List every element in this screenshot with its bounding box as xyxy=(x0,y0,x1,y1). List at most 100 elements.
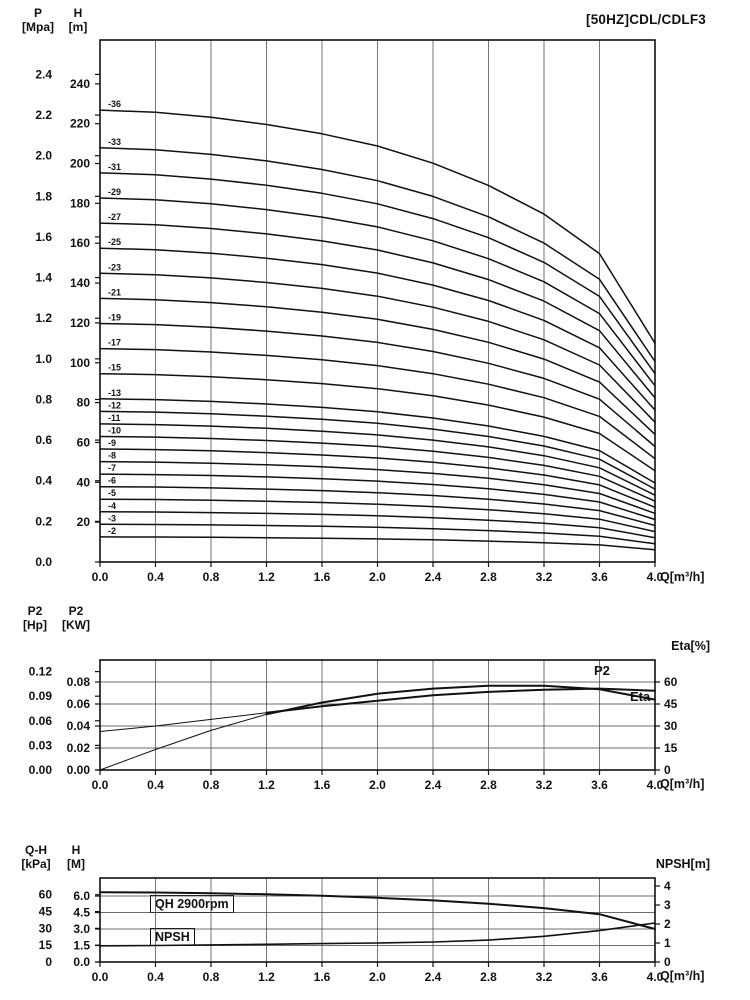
svg-text:3.6: 3.6 xyxy=(591,778,608,792)
svg-text:-19: -19 xyxy=(108,313,121,323)
svg-text:6.0: 6.0 xyxy=(73,889,90,903)
svg-text:1.6: 1.6 xyxy=(314,970,331,984)
svg-text:0.0: 0.0 xyxy=(73,955,90,969)
svg-text:80: 80 xyxy=(77,396,91,410)
svg-text:20: 20 xyxy=(77,515,91,529)
svg-text:-25: -25 xyxy=(108,237,121,247)
svg-text:220: 220 xyxy=(70,117,90,131)
svg-text:1.5: 1.5 xyxy=(73,939,90,953)
svg-text:2.2: 2.2 xyxy=(35,108,52,122)
svg-text:100: 100 xyxy=(70,356,90,370)
power-hp-axis-unit: [Hp] xyxy=(23,618,47,632)
power-hp-axis-title: P2 [Hp] xyxy=(14,604,56,632)
svg-text:2.0: 2.0 xyxy=(369,778,386,792)
svg-text:3.6: 3.6 xyxy=(591,970,608,984)
flow-unit-label-middle: Q[m³/h] xyxy=(660,777,705,791)
svg-text:2.4: 2.4 xyxy=(35,67,52,81)
head-m-axis-unit: [M] xyxy=(67,857,85,871)
svg-text:140: 140 xyxy=(70,276,90,290)
svg-text:0.0: 0.0 xyxy=(92,970,109,984)
svg-text:180: 180 xyxy=(70,196,90,210)
svg-text:30: 30 xyxy=(664,719,678,733)
svg-text:120: 120 xyxy=(70,316,90,330)
flow-unit-label-top: Q[m³/h] xyxy=(660,570,705,584)
svg-text:0.0: 0.0 xyxy=(92,778,109,792)
svg-text:2.8: 2.8 xyxy=(480,570,497,584)
svg-text:0.03: 0.03 xyxy=(29,738,53,752)
svg-text:1.4: 1.4 xyxy=(35,271,52,285)
svg-text:1.6: 1.6 xyxy=(35,230,52,244)
svg-text:0.00: 0.00 xyxy=(29,763,53,777)
svg-text:-15: -15 xyxy=(108,363,121,373)
eta-axis-title: Eta[%] xyxy=(671,639,710,653)
svg-text:-17: -17 xyxy=(108,338,121,348)
svg-text:3.6: 3.6 xyxy=(591,570,608,584)
svg-text:0.6: 0.6 xyxy=(35,433,52,447)
pressure-axis-unit: [Mpa] xyxy=(22,20,54,34)
svg-text:4: 4 xyxy=(664,879,671,893)
p2-curve-label: P2 xyxy=(594,663,610,678)
svg-text:-31: -31 xyxy=(108,162,121,172)
svg-text:0: 0 xyxy=(45,955,52,969)
svg-text:4.0: 4.0 xyxy=(647,570,664,584)
svg-text:0.06: 0.06 xyxy=(29,714,53,728)
svg-text:1.2: 1.2 xyxy=(258,570,275,584)
svg-text:0.00: 0.00 xyxy=(67,763,91,777)
chart-title: [50HZ]CDL/CDLF3 xyxy=(586,12,706,27)
svg-text:-12: -12 xyxy=(108,400,121,410)
svg-text:0.04: 0.04 xyxy=(67,719,91,733)
head-axis-title: H [m] xyxy=(60,6,96,34)
svg-text:3.2: 3.2 xyxy=(536,570,553,584)
svg-text:1.6: 1.6 xyxy=(314,570,331,584)
head-axis-label: H xyxy=(73,6,83,20)
head-m-axis-label: H xyxy=(71,843,81,857)
svg-text:2.4: 2.4 xyxy=(425,570,442,584)
svg-text:-29: -29 xyxy=(108,187,121,197)
svg-text:-4: -4 xyxy=(108,501,116,511)
svg-text:15: 15 xyxy=(664,741,678,755)
svg-text:2.8: 2.8 xyxy=(480,778,497,792)
svg-text:-8: -8 xyxy=(108,451,116,461)
svg-text:-10: -10 xyxy=(108,425,121,435)
svg-text:-2: -2 xyxy=(108,526,116,536)
head-axis-unit: [m] xyxy=(68,20,88,34)
svg-text:0.4: 0.4 xyxy=(147,570,164,584)
svg-text:30: 30 xyxy=(39,921,53,935)
svg-text:0.08: 0.08 xyxy=(67,675,91,689)
svg-text:1: 1 xyxy=(664,936,671,950)
svg-text:160: 160 xyxy=(70,236,90,250)
power-kw-axis-label: P2 xyxy=(68,604,84,618)
svg-text:-33: -33 xyxy=(108,137,121,147)
svg-text:1.0: 1.0 xyxy=(35,352,52,366)
svg-text:-3: -3 xyxy=(108,513,116,523)
svg-text:200: 200 xyxy=(70,157,90,171)
power-hp-axis-label: P2 xyxy=(27,604,43,618)
svg-text:0.09: 0.09 xyxy=(29,689,53,703)
svg-text:0.8: 0.8 xyxy=(203,778,220,792)
svg-text:60: 60 xyxy=(39,888,53,902)
svg-text:240: 240 xyxy=(70,77,90,91)
svg-text:-23: -23 xyxy=(108,262,121,272)
power-kw-axis-title: P2 [KW] xyxy=(56,604,96,632)
svg-text:3: 3 xyxy=(664,898,671,912)
svg-text:1.2: 1.2 xyxy=(258,970,275,984)
npsh-axis-title: NPSH[m] xyxy=(655,857,710,871)
svg-text:0.8: 0.8 xyxy=(35,392,52,406)
svg-text:0: 0 xyxy=(664,955,671,969)
svg-text:2.4: 2.4 xyxy=(425,778,442,792)
svg-text:3.2: 3.2 xyxy=(536,970,553,984)
svg-text:0.0: 0.0 xyxy=(35,555,52,569)
svg-text:0.02: 0.02 xyxy=(67,741,91,755)
svg-text:0.06: 0.06 xyxy=(67,697,91,711)
svg-text:0: 0 xyxy=(664,763,671,777)
pressure-axis-label: P xyxy=(33,6,42,20)
svg-text:0.8: 0.8 xyxy=(203,970,220,984)
svg-text:40: 40 xyxy=(77,475,91,489)
qh-kpa-axis-title: Q-H [kPa] xyxy=(14,843,58,871)
svg-text:4.0: 4.0 xyxy=(647,778,664,792)
svg-text:15: 15 xyxy=(39,938,53,952)
svg-text:2.8: 2.8 xyxy=(480,970,497,984)
svg-text:-21: -21 xyxy=(108,287,121,297)
svg-text:-7: -7 xyxy=(108,463,116,473)
